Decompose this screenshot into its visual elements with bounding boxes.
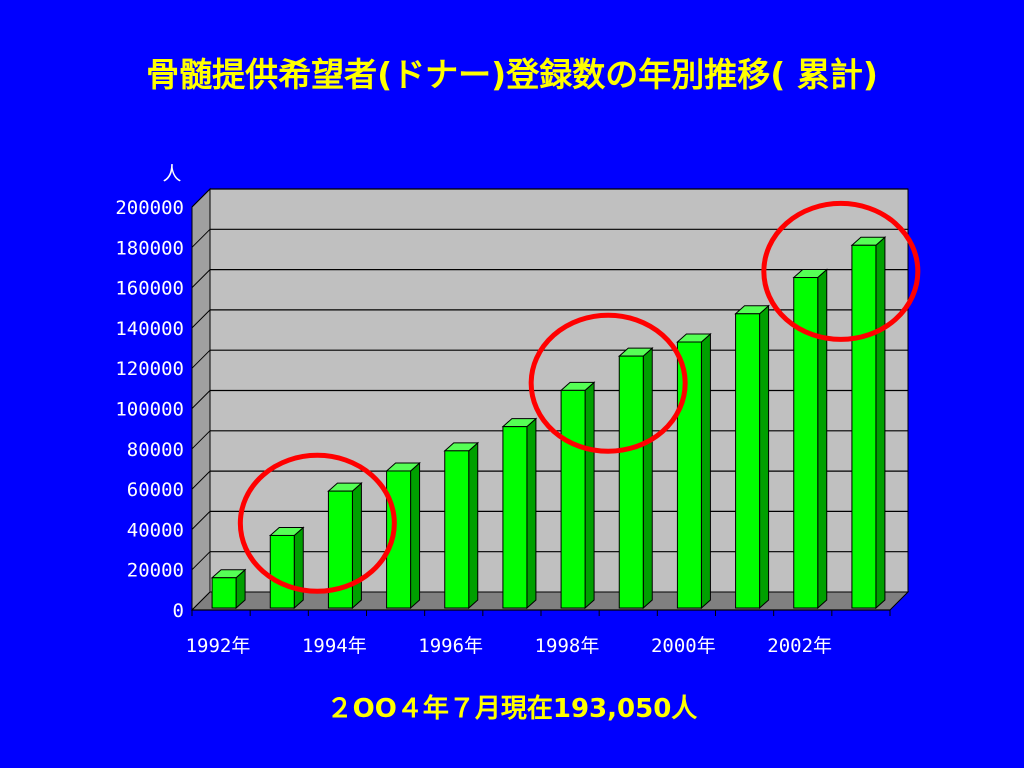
bar [444,450,470,609]
bar-side [410,461,421,610]
y-axis-label: 人 [162,163,181,185]
slide-title: 骨髄提供希望者(ドナー)登録数の年別推移( 累計) [146,55,878,94]
bar-side [526,417,537,610]
y-tick-label: 120000 [115,358,184,380]
gridline-side [191,390,211,409]
bar-side [875,236,886,610]
y-tick-label: 40000 [127,519,184,541]
y-tick-label: 20000 [127,560,184,582]
bar [560,389,586,609]
x-tick-label: 1996年 [418,635,483,657]
highlight-circle [761,200,921,342]
x-tick-label: 1992年 [186,635,251,657]
gridline-side [191,228,211,248]
y-tick-label: 200000 [115,197,184,219]
bar [851,244,877,609]
bar-side [700,332,711,610]
bar [211,577,237,609]
bar [618,355,644,609]
y-tick-label: 160000 [115,278,184,300]
bar [269,534,295,609]
bar [735,313,761,609]
y-tick-label: 100000 [115,399,184,421]
y-tick-label: 0 [173,600,184,622]
registration-footnote: ２OO４年７月現在193,050人 [326,694,698,724]
x-tick-label: 2002年 [767,635,832,657]
x-tick-label: 1994年 [302,635,367,657]
bar-side [351,482,362,610]
bar-side [293,526,304,610]
gridline-side [191,269,211,288]
y-tick-label: 60000 [127,479,184,501]
gridline-side [191,309,211,329]
gridline-side [191,551,211,571]
y-tick-label: 140000 [115,318,184,340]
gridline-side [191,511,211,530]
x-tick-label: 2000年 [651,635,716,657]
gridline-side [191,349,211,369]
gridline-side [191,188,211,208]
bar-side [642,346,653,610]
highlight-circle [237,452,397,594]
y-tick-label: 180000 [115,237,184,259]
bar [676,341,702,609]
highlight-circle [528,312,688,454]
bar-side [817,268,828,610]
bar-side [584,381,595,610]
gridline-side [191,430,211,450]
y-tick-label: 80000 [127,439,184,461]
x-tick-label: 1998年 [535,635,600,657]
bar-side [759,304,770,610]
bar-side [468,441,479,610]
bar [502,426,528,609]
gridline-side [191,470,211,490]
